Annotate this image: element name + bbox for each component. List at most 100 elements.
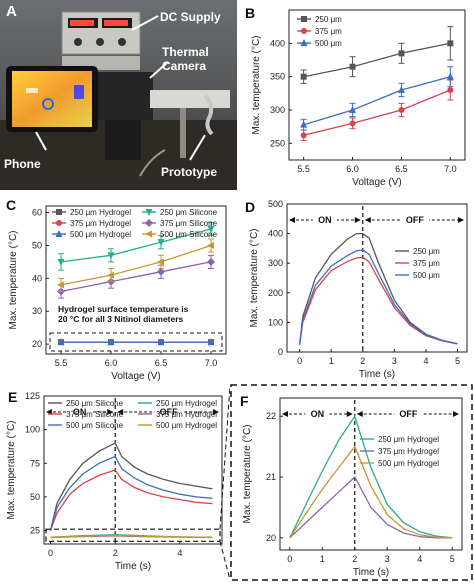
plot-frame-b	[288, 9, 466, 161]
legend-marker-c	[145, 219, 153, 227]
series-line-e-1	[49, 469, 213, 531]
data-point-b-0	[300, 73, 307, 80]
data-point-c-5	[157, 258, 164, 266]
phone-callout: Phone	[4, 157, 41, 171]
chart-c: 5.5 6.0 6.5 7.0 20 30 40 50 60 Voltage (V) Max. te…	[6, 197, 227, 382]
x-tick-label-c: 5.5	[55, 358, 68, 368]
data-point-b-2	[446, 72, 454, 80]
on-label-bg-f	[305, 407, 330, 419]
series-line-c-5	[60, 244, 212, 286]
data-point-c-3	[57, 258, 65, 266]
series-b-0	[300, 26, 454, 84]
y-tick-label-d: 300	[268, 258, 283, 268]
series-line-e-0	[49, 442, 213, 531]
legend-marker-c	[56, 209, 62, 215]
plot-frame-c	[45, 205, 227, 355]
photo-illustration: A DC Supply Thermal Camera Phone Prototyp…	[0, 0, 237, 190]
legend-marker-c	[56, 220, 62, 226]
chart-b: 5.5 6.0 6.5 7.0 250 300 350 400 Voltage (V) Max. …	[245, 5, 466, 188]
x-axis-label-f: Time (s)	[353, 567, 389, 578]
annotation-box-c	[49, 332, 223, 352]
x-tick-label-f: 1	[320, 554, 325, 564]
series-line-f-2	[289, 445, 453, 539]
phone-device	[6, 66, 98, 132]
y-tick-label-c: 20	[32, 339, 42, 349]
y-tick-label-e: 25	[30, 526, 40, 536]
data-point-c-2	[207, 338, 215, 346]
data-point-c-2	[107, 338, 115, 346]
panel-letter-b: B	[245, 5, 255, 21]
series-line-c-4	[60, 261, 212, 293]
on-label-d: ON	[318, 215, 332, 225]
series-b-1	[300, 79, 454, 142]
panel-letter-d: D	[245, 199, 255, 215]
off-arrow-head-left-e	[117, 409, 124, 415]
y-axis-label-d: Max. temperature (°C)	[249, 228, 260, 327]
legend-label-e: 250 μm Hydrogel	[156, 399, 217, 408]
x-tick-label-c: 6.5	[155, 358, 168, 368]
y-axis-label-c: Max. temperature (°C)	[8, 230, 19, 329]
x-tick-label-f: 5	[450, 554, 455, 564]
y-tick-label-c: 50	[32, 240, 42, 250]
x-tick-label-c: 7.0	[205, 358, 218, 368]
on-label-bg-d	[312, 213, 337, 225]
series-line-b-0	[303, 42, 451, 78]
data-point-b-1	[349, 120, 356, 127]
legend-label-c: 375 μm Silicone	[160, 219, 218, 228]
thermal-camera-device	[95, 72, 153, 160]
callout-arrows	[35, 15, 206, 161]
chart-f: 0 1 2 3 4 5 20 21 22 Time (s) Max. temperature (°C…	[230, 384, 473, 581]
x-tick-label-d: 0	[297, 356, 302, 366]
data-point-c-5	[57, 281, 64, 289]
x-tick-label-d: 1	[329, 356, 334, 366]
thermal-camera-callout-line: Camera	[162, 59, 206, 73]
on-arrow-head-right-e	[107, 409, 114, 415]
legend-label-c: 500 μm Silicone	[160, 230, 218, 239]
legend-label-e: 250 μm Silicone	[66, 399, 124, 408]
series-line-e-2	[49, 455, 213, 531]
x-axis-label-b: Voltage (V)	[352, 177, 401, 188]
data-point-b-0	[447, 40, 454, 47]
series-d-2	[298, 249, 458, 345]
on-label-f: ON	[311, 409, 325, 419]
series-c-3	[57, 221, 215, 271]
thermal-camera-callout: Thermal Camera	[162, 45, 209, 73]
on-arrow-head-left-f	[282, 411, 288, 417]
x-tick-label-d: 2	[360, 356, 365, 366]
y-tick-label-d: 100	[268, 317, 283, 327]
x-tick-label-c: 6.0	[105, 358, 118, 368]
x-tick-label-f: 4	[417, 554, 422, 564]
photo-panel: A DC Supply Thermal Camera Phone Prototyp…	[0, 0, 237, 190]
prototype-callout: Prototype	[161, 165, 217, 179]
x-tick-label-e: 0	[48, 548, 53, 558]
x-tick-label-b: 6.0	[346, 164, 359, 174]
dc-supply-callout: DC Supply	[160, 10, 221, 24]
x-tick-label-e: 4	[177, 548, 182, 558]
series-b-2	[300, 66, 454, 131]
plot-frame-e	[43, 395, 223, 545]
series-line-f-1	[289, 475, 453, 539]
y-tick-label-d: 500	[268, 199, 283, 209]
legend-label-b: 375 μm	[315, 27, 342, 36]
data-point-c-3	[157, 239, 165, 247]
chart-e: 0 2 4 25 50 75 100 125 Time (s) Max. temperature …	[6, 385, 231, 581]
y-tick-label-b: 300	[270, 105, 285, 115]
data-point-c-5	[107, 271, 114, 279]
annotation-c: Hydrogel surface temperature is 20 °C for…	[58, 304, 189, 324]
y-axis-label-f: Max. temperature (°C)	[242, 424, 253, 523]
legend-label-d: 250 μm	[413, 247, 440, 256]
panel-letter-f: F	[240, 393, 249, 409]
off-arrow-head-left-f	[356, 411, 363, 417]
annotation-c-line: 20 °C for all 3 Nitinol diameters	[58, 314, 184, 324]
plot-frame-d	[286, 203, 468, 353]
legend-label-e: 500 μm Hydrogel	[156, 421, 217, 430]
legend-label-c: 250 μm Silicone	[160, 208, 218, 217]
y-tick-label-b: 400	[270, 38, 285, 48]
x-tick-label-b: 6.5	[395, 164, 408, 174]
chart-panel-d: 0 1 2 3 4 5 0 100 200 300 400 500 Time (s) Max. tempe…	[237, 192, 474, 384]
data-point-b-1	[447, 87, 454, 93]
x-tick-label-f: 2	[352, 554, 357, 564]
legend-label-c: 250 μm Hydrogel	[70, 208, 131, 217]
series-line-d-2	[298, 249, 458, 345]
series-d-1	[298, 256, 458, 345]
